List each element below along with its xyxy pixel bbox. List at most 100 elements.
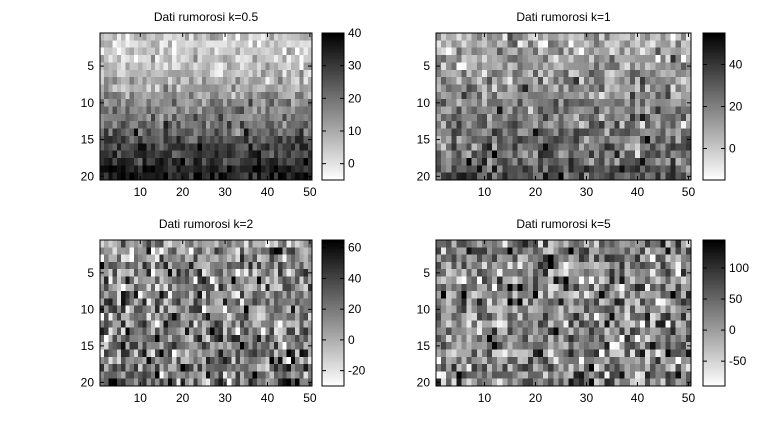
colorbar-step [703, 65, 725, 68]
heatmap-cell [456, 121, 462, 129]
heatmap-cell [466, 291, 473, 299]
heatmap-cell [680, 150, 687, 159]
heatmap-cell [538, 298, 544, 307]
heatmap-cell [589, 121, 595, 129]
heatmap-cell [197, 356, 203, 365]
heatmap-cell [675, 106, 682, 115]
heatmap-cell [527, 291, 534, 299]
heatmap-cell [553, 320, 559, 328]
heatmap-cell [563, 55, 569, 63]
heatmap-cell [235, 240, 241, 248]
heatmap-cell [112, 334, 118, 343]
heatmap-cell [167, 33, 173, 41]
heatmap-cell [614, 276, 620, 285]
heatmap-cell [446, 172, 452, 181]
heatmap-cell [563, 313, 569, 321]
heatmap-cell [624, 106, 631, 115]
heatmap-cell [456, 261, 462, 270]
heatmap-cell [104, 135, 109, 144]
heatmap-cell [594, 305, 600, 314]
heatmap-cell [273, 69, 279, 78]
heatmap-cell [466, 378, 473, 387]
heatmap-cell [100, 247, 105, 255]
heatmap-cell [497, 291, 503, 299]
heatmap-cell [172, 99, 177, 107]
heatmap-cell [634, 313, 641, 321]
heatmap-cell [446, 349, 452, 358]
x-tick-label: 40 [631, 185, 645, 199]
heatmap-cell [609, 240, 615, 248]
heatmap-cell [604, 276, 610, 285]
heatmap-cell [133, 135, 139, 144]
heatmap-cell [629, 33, 636, 41]
heatmap-cell [502, 40, 508, 49]
heatmap-cell [231, 128, 237, 137]
heatmap-cell [527, 313, 534, 321]
heatmap-cell [522, 334, 529, 343]
heatmap-cell [487, 334, 493, 343]
y-tick-label: 10 [417, 96, 431, 110]
heatmap-cell [512, 283, 518, 292]
heatmap-cell [517, 313, 524, 321]
heatmap-cell [142, 283, 148, 292]
heatmap-cell [290, 313, 296, 321]
heatmap-cell [100, 334, 105, 343]
heatmap-cell [133, 261, 139, 270]
heatmap-cell [563, 291, 569, 299]
heatmap-cell [163, 320, 169, 328]
heatmap-cell [446, 135, 452, 144]
heatmap-cell [172, 283, 177, 292]
heatmap-cell [471, 113, 478, 122]
heatmap-cell [206, 261, 211, 270]
heatmap-cell [227, 334, 232, 343]
colorbar-tick-label: 40 [348, 26, 362, 40]
heatmap-cell [265, 77, 270, 85]
heatmap-cell [239, 364, 245, 372]
heatmap-cell [261, 283, 266, 292]
colorbar-step [703, 297, 725, 300]
heatmap-cell [129, 128, 135, 137]
heatmap-cell [252, 77, 258, 85]
heatmap-cell [290, 77, 296, 85]
colorbar-step [322, 42, 344, 45]
heatmap-cell [476, 62, 483, 71]
heatmap-cell [456, 327, 462, 336]
heatmap-cell [133, 291, 139, 299]
heatmap-cell [507, 298, 513, 307]
heatmap-cell [466, 91, 473, 100]
heatmap-cell [210, 371, 215, 380]
heatmap-cell [624, 157, 631, 166]
heatmap-cell [239, 106, 245, 115]
heatmap-cell [594, 77, 600, 85]
heatmap-cell [645, 77, 651, 85]
heatmap-cell [248, 342, 254, 350]
heatmap-cell [660, 55, 666, 63]
heatmap-cell [502, 150, 508, 159]
heatmap-cell [303, 121, 309, 129]
colorbar-step [703, 262, 725, 266]
heatmap-cell [155, 121, 160, 129]
heatmap-cell [543, 99, 549, 107]
heatmap-cell [295, 99, 300, 107]
heatmap-cell [273, 269, 279, 277]
heatmap-cell [527, 334, 534, 343]
heatmap-cell [206, 33, 211, 41]
colorbar-step [703, 134, 725, 137]
heatmap-cell [197, 327, 203, 336]
heatmap-cell [466, 276, 473, 285]
heatmap-cell [502, 291, 508, 299]
heatmap-cell [487, 247, 493, 255]
heatmap-cell [583, 77, 590, 85]
heatmap-cell [235, 128, 241, 137]
x-tick-label: 50 [303, 185, 317, 199]
heatmap-cell [456, 62, 462, 71]
heatmap-cell [286, 378, 292, 387]
heatmap-cell [231, 342, 237, 350]
heatmap-cell [100, 283, 105, 292]
colorbar-tick-label: 40 [348, 271, 362, 285]
heatmap-cell [256, 327, 262, 336]
heatmap-cell [244, 84, 249, 93]
heatmap-cell [492, 150, 498, 159]
heatmap-cell [441, 342, 447, 350]
heatmap-cell [583, 40, 590, 49]
